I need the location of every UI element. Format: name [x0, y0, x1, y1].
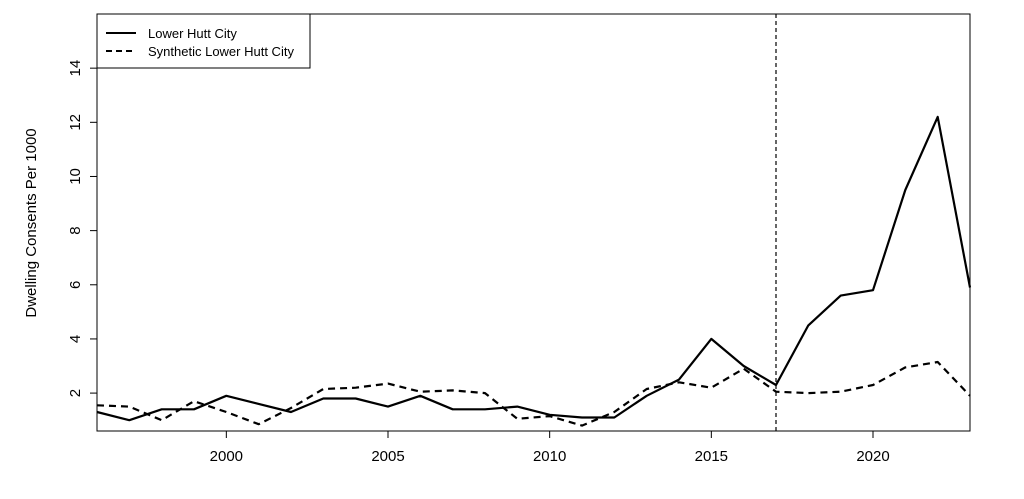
y-tick-label: 6 [67, 281, 84, 289]
y-tick-label: 8 [67, 226, 84, 234]
y-tick-label: 4 [67, 335, 84, 343]
y-tick-label: 2 [67, 389, 84, 397]
x-tick-label: 2000 [210, 448, 243, 465]
y-tick-label: 12 [67, 114, 84, 131]
x-tick-label: 2015 [695, 448, 728, 465]
series-layer [96, 115, 972, 427]
x-tick-label: 2005 [371, 448, 404, 465]
legend: Lower Hutt City Synthetic Lower Hutt Cit… [96, 13, 311, 69]
legend-label-lower-hutt-city: Lower Hutt City [148, 26, 237, 41]
axes: 2000 2005 2010 2015 2020 2 4 6 8 10 12 14 [67, 60, 890, 465]
y-axis-title: Dwelling Consents Per 1000 [23, 128, 40, 317]
series-line-synthetic-lower-hutt-city [96, 360, 971, 427]
x-tick-label: 2010 [533, 448, 566, 465]
legend-box [96, 13, 311, 69]
plot-frame [96, 13, 971, 432]
y-tick-label: 10 [67, 168, 84, 185]
series-line-lower-hutt-city [96, 115, 972, 422]
x-tick-label: 2020 [856, 448, 889, 465]
y-tick-label: 14 [67, 60, 84, 77]
legend-label-synthetic-lower-hutt-city: Synthetic Lower Hutt City [148, 44, 294, 59]
